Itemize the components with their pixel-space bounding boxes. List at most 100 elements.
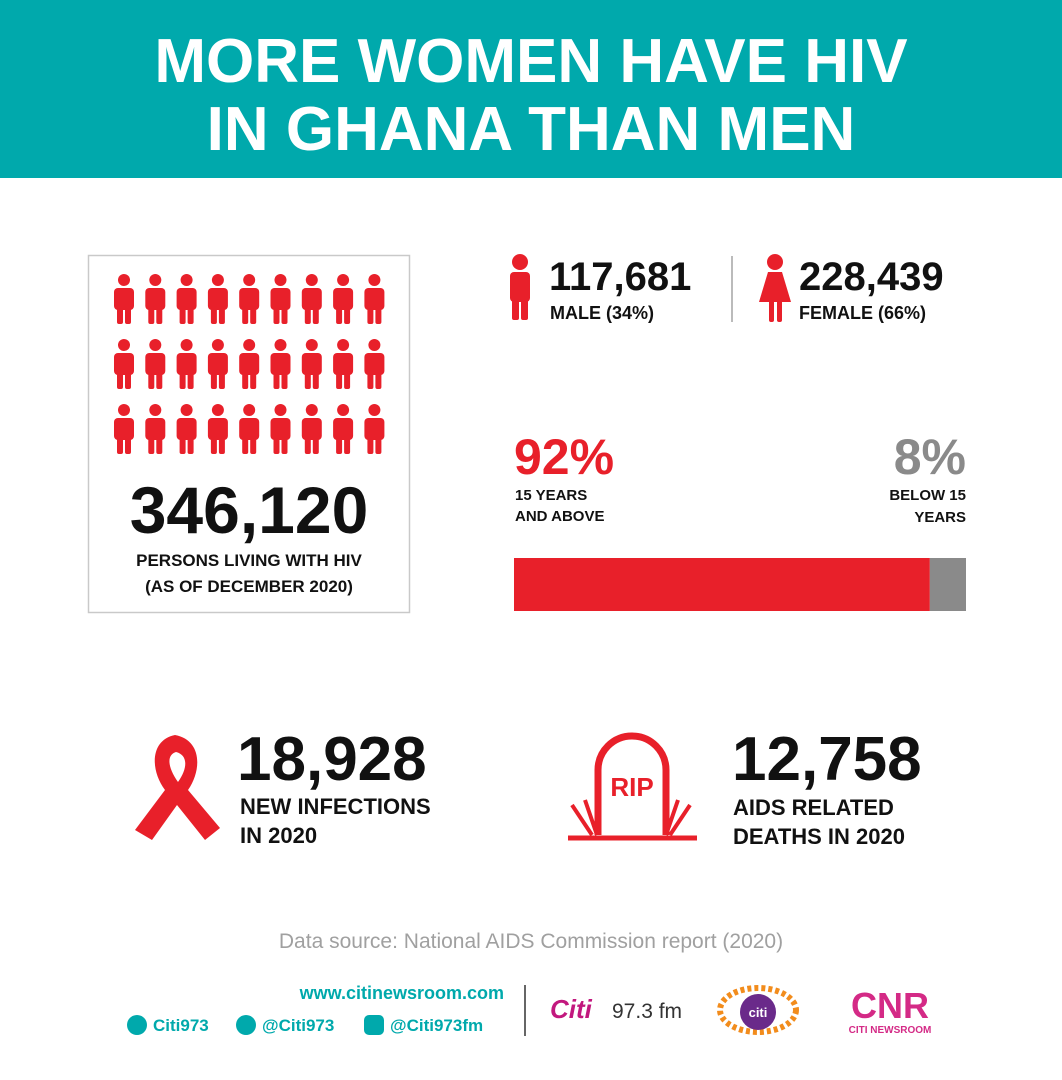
social-handle[interactable]: Citi973 xyxy=(153,1016,209,1035)
citi-fm-logo: Citi xyxy=(550,994,593,1024)
person-leg xyxy=(187,436,194,454)
person-leg xyxy=(218,436,225,454)
social-handle[interactable]: @Citi973 xyxy=(262,1016,334,1035)
deaths-value: 12,758 xyxy=(732,725,922,794)
person-body xyxy=(364,353,385,375)
person-leg xyxy=(156,306,163,324)
person-icon xyxy=(270,404,291,454)
tombstone-icon xyxy=(568,732,697,841)
person-body xyxy=(301,418,322,440)
person-icon xyxy=(239,274,260,324)
male-value: 117,681 xyxy=(549,255,691,299)
person-leg xyxy=(148,436,155,454)
person-icon xyxy=(207,339,228,389)
person-icon xyxy=(333,404,354,454)
person-icon xyxy=(114,339,134,389)
female-caption: FEMALE (66%) xyxy=(799,303,926,323)
person-leg xyxy=(304,436,311,454)
person-icon xyxy=(239,404,260,454)
instagram-icon xyxy=(364,1015,384,1035)
person-body xyxy=(176,418,197,440)
social-handle[interactable]: @Citi973fm xyxy=(390,1016,483,1035)
person-body xyxy=(114,288,134,310)
female-value: 228,439 xyxy=(799,255,944,299)
person-head xyxy=(368,274,381,286)
person-leg xyxy=(117,436,123,454)
person-icon xyxy=(114,274,134,324)
person-head xyxy=(180,339,193,351)
person-head xyxy=(243,339,256,351)
person-leg xyxy=(242,371,249,389)
person-leg xyxy=(375,306,382,324)
citi-tv-badge xyxy=(740,994,776,1030)
deaths-caption: AIDS RELATED xyxy=(733,795,894,820)
person-head xyxy=(274,404,287,416)
person-leg xyxy=(117,371,123,389)
total-caption: PERSONS LIVING WITH HIV xyxy=(136,551,362,570)
person-body xyxy=(270,288,291,310)
total-box xyxy=(87,254,411,614)
person-icon xyxy=(207,404,228,454)
person-body xyxy=(145,353,166,375)
male-caption: MALE (34%) xyxy=(550,303,654,323)
person-leg xyxy=(250,306,257,324)
person-icon xyxy=(270,339,291,389)
age-label: 92% xyxy=(514,429,614,485)
age-caption: 15 YEARS xyxy=(515,487,587,504)
person-leg xyxy=(148,306,155,324)
person-body xyxy=(301,288,322,310)
person-icon xyxy=(301,339,322,389)
person-icon xyxy=(176,404,197,454)
tombstone-text: RIP xyxy=(610,772,653,802)
person-leg xyxy=(210,306,217,324)
person-leg xyxy=(179,436,186,454)
person-head xyxy=(305,274,318,286)
person-leg xyxy=(250,371,257,389)
citi-tv-ring xyxy=(717,985,799,1035)
person-body xyxy=(333,418,354,440)
person-leg xyxy=(336,371,343,389)
citi-fm-logo: 97.3 fm xyxy=(612,1000,682,1023)
person-leg xyxy=(210,436,217,454)
header-band xyxy=(0,0,1062,178)
person-head xyxy=(149,274,162,286)
person-leg xyxy=(281,436,288,454)
person-leg xyxy=(367,436,374,454)
person-head xyxy=(368,404,381,416)
person-head xyxy=(368,339,381,351)
person-leg xyxy=(250,436,257,454)
person-leg xyxy=(304,306,311,324)
person-body xyxy=(270,418,291,440)
person-leg xyxy=(218,371,225,389)
ribbon-icon xyxy=(135,735,220,840)
person-leg xyxy=(273,306,280,324)
person-head xyxy=(118,274,130,286)
person-leg xyxy=(375,371,382,389)
person-icon xyxy=(145,274,166,324)
age-bar-segment xyxy=(514,558,930,611)
source: Data source: National AIDS Commission re… xyxy=(279,930,783,953)
title: MORE WOMEN HAVE HIV xyxy=(154,27,907,96)
person-head xyxy=(118,404,130,416)
age-bar xyxy=(514,558,966,611)
person-leg xyxy=(187,371,194,389)
infections-caption: NEW INFECTIONS xyxy=(240,794,431,819)
person-leg xyxy=(125,371,131,389)
person-head xyxy=(149,404,162,416)
person-body xyxy=(145,418,166,440)
url[interactable]: www.citinewsroom.com xyxy=(299,983,504,1003)
person-head xyxy=(337,404,350,416)
person-head xyxy=(305,339,318,351)
infections-value: 18,928 xyxy=(237,725,427,794)
age-caption: YEARS xyxy=(914,509,966,526)
cnr-logo: CNR xyxy=(851,985,929,1026)
person-icon xyxy=(270,274,291,324)
infections-caption: IN 2020 xyxy=(240,823,317,848)
person-head xyxy=(118,339,130,351)
person-icon xyxy=(145,339,166,389)
total-caption: (AS OF DECEMBER 2020) xyxy=(145,577,353,596)
person-body xyxy=(333,353,354,375)
person-leg xyxy=(242,306,249,324)
person-leg xyxy=(281,371,288,389)
